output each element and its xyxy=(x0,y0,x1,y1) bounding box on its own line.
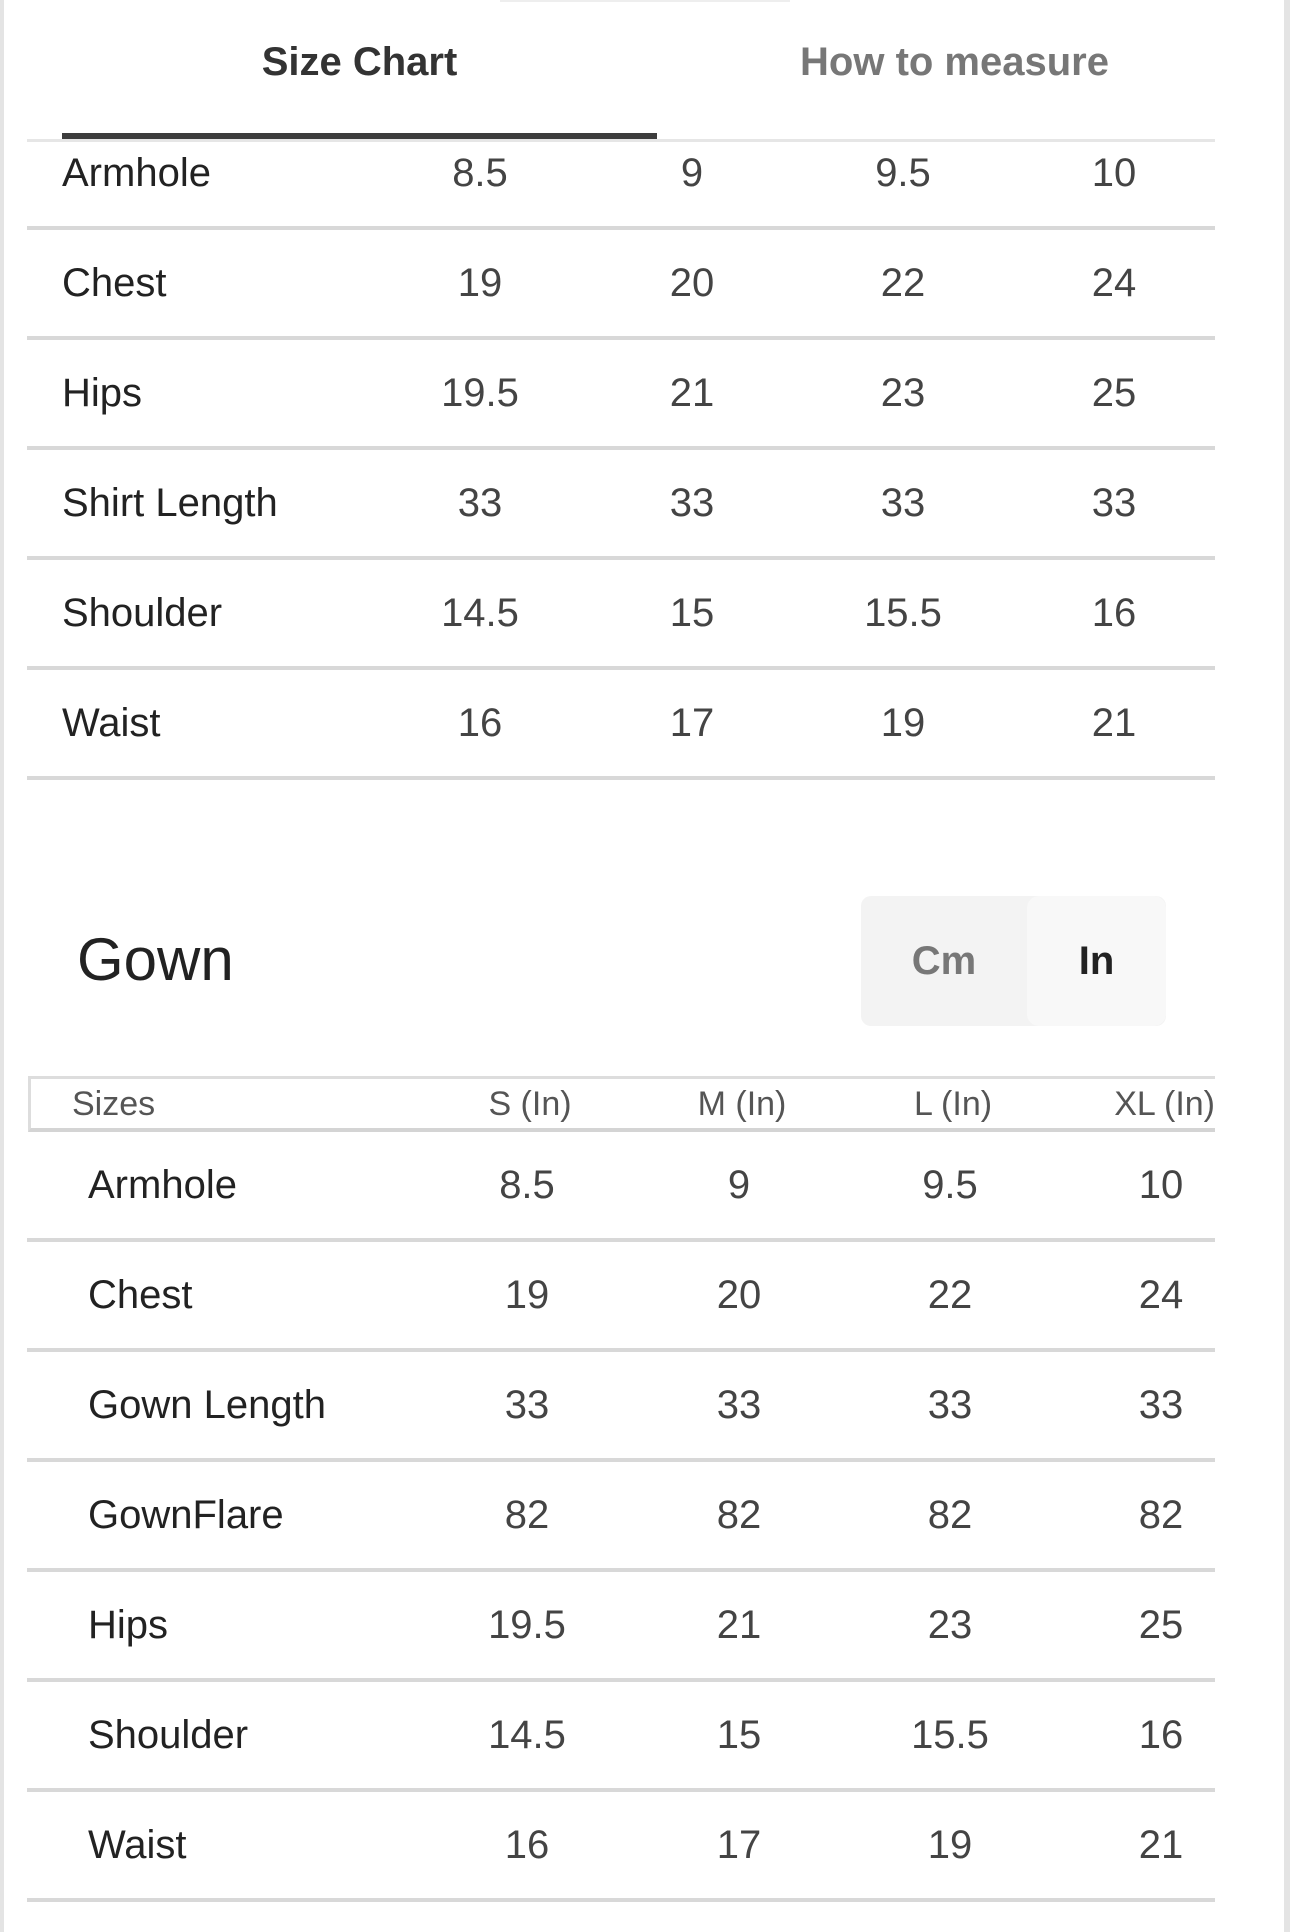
cell-value: 20 xyxy=(716,1273,762,1317)
cell-value: 15 xyxy=(716,1713,762,1757)
cell-value: 33 xyxy=(504,1383,550,1427)
header-l: L (In) xyxy=(913,1085,993,1123)
cell-value: 10 xyxy=(1091,151,1137,195)
row-label: Waist xyxy=(88,1823,187,1867)
cell-value: 19 xyxy=(927,1823,973,1867)
table-row: Chest 19 20 22 24 xyxy=(27,1242,1215,1352)
cell-value: 23 xyxy=(927,1603,973,1647)
cell-value: 16 xyxy=(1138,1713,1184,1757)
cell-value: 20 xyxy=(669,261,715,305)
cell-value: 19 xyxy=(457,261,503,305)
row-label: Hips xyxy=(88,1603,169,1647)
cell-value: 21 xyxy=(716,1603,762,1647)
cell-value: 9 xyxy=(680,151,704,195)
header-s: S (In) xyxy=(488,1085,572,1123)
cell-value: 19 xyxy=(880,701,926,745)
cell-value: 82 xyxy=(927,1493,973,1537)
cell-value: 8.5 xyxy=(499,1163,555,1207)
cell-value: 24 xyxy=(1138,1273,1184,1317)
cell-value: 19 xyxy=(504,1273,550,1317)
row-label: Shoulder xyxy=(88,1713,249,1757)
cell-value: 14.5 xyxy=(488,1713,566,1757)
cell-value: 21 xyxy=(669,371,715,415)
cell-value: 25 xyxy=(1138,1603,1184,1647)
row-label: Waist xyxy=(62,701,161,745)
cell-value: 14.5 xyxy=(441,591,519,635)
row-label: Armhole xyxy=(62,151,211,195)
unit-in-button[interactable]: In xyxy=(1027,896,1166,1026)
cell-value: 33 xyxy=(716,1383,762,1427)
table-row: Hips 19.5 21 23 25 xyxy=(27,340,1215,450)
active-tab-indicator xyxy=(62,133,657,139)
table-row: Shoulder 14.5 15 15.5 16 xyxy=(27,560,1215,670)
cell-value: 33 xyxy=(880,481,926,525)
header-xl: XL (In) xyxy=(1114,1085,1215,1123)
cell-value: 33 xyxy=(927,1383,973,1427)
sheet-handle xyxy=(500,0,790,2)
row-label: Shoulder xyxy=(62,591,223,635)
cell-value: 9.5 xyxy=(875,151,931,195)
tab-how-to-measure[interactable]: How to measure xyxy=(800,40,1109,84)
cell-value: 15.5 xyxy=(911,1713,989,1757)
cell-value: 15 xyxy=(669,591,715,635)
cell-value: 9.5 xyxy=(922,1163,978,1207)
table-row: Chest 19 20 22 24 xyxy=(27,230,1215,340)
cell-value: 16 xyxy=(504,1823,550,1867)
header-m: M (In) xyxy=(697,1085,787,1123)
cell-value: 33 xyxy=(1138,1383,1184,1427)
cell-value: 9 xyxy=(727,1163,751,1207)
row-label: Hips xyxy=(62,371,143,415)
row-label: GownFlare xyxy=(88,1493,284,1537)
cell-value: 15.5 xyxy=(864,591,942,635)
right-edge xyxy=(1284,0,1290,1932)
cell-value: 33 xyxy=(669,481,715,525)
row-label: Chest xyxy=(62,261,167,305)
cell-value: 16 xyxy=(1091,591,1137,635)
cell-value: 17 xyxy=(716,1823,762,1867)
cell-value: 8.5 xyxy=(452,151,508,195)
cell-value: 22 xyxy=(880,261,926,305)
cell-value: 21 xyxy=(1091,701,1137,745)
cell-value: 22 xyxy=(927,1273,973,1317)
row-label: Chest xyxy=(88,1273,193,1317)
unit-cm-button[interactable]: Cm xyxy=(911,939,977,983)
cell-value: 21 xyxy=(1138,1823,1184,1867)
row-label: Gown Length xyxy=(88,1383,326,1427)
table-row: Armhole 8.5 9 9.5 10 xyxy=(27,1132,1215,1242)
table-row: Shirt Length 33 33 33 33 xyxy=(27,450,1215,560)
table-row: GownFlare 82 82 82 82 xyxy=(27,1462,1215,1572)
cell-value: 82 xyxy=(716,1493,762,1537)
cell-value: 82 xyxy=(1138,1493,1184,1537)
table-row: Armhole 8.5 9 9.5 10 xyxy=(27,120,1215,230)
section-title: Gown xyxy=(77,926,234,993)
tab-divider xyxy=(27,139,1215,142)
cell-value: 16 xyxy=(457,701,503,745)
cell-value: 24 xyxy=(1091,261,1137,305)
header-sizes: Sizes xyxy=(72,1085,156,1123)
cell-value: 33 xyxy=(1091,481,1137,525)
cell-value: 33 xyxy=(457,481,503,525)
cell-value: 19.5 xyxy=(488,1603,566,1647)
cell-value: 25 xyxy=(1091,371,1137,415)
table-header: Sizes S (In) M (In) L (In) XL (In) xyxy=(28,1076,1215,1132)
table-row: Gown Length 33 33 33 33 xyxy=(27,1352,1215,1462)
table-row: Hips 19.5 21 23 25 xyxy=(27,1572,1215,1682)
table-row: Waist 16 17 19 21 xyxy=(27,670,1215,780)
tab-size-chart[interactable]: Size Chart xyxy=(261,40,458,84)
cell-value: 10 xyxy=(1138,1163,1184,1207)
row-label: Shirt Length xyxy=(62,481,278,525)
cell-value: 19.5 xyxy=(441,371,519,415)
table-row: Waist 16 17 19 21 xyxy=(27,1792,1215,1902)
left-edge xyxy=(0,0,4,1932)
cell-value: 23 xyxy=(880,371,926,415)
cell-value: 17 xyxy=(669,701,715,745)
unit-toggle: Cm In xyxy=(861,896,1166,1026)
row-label: Armhole xyxy=(88,1163,237,1207)
table-row: Shoulder 14.5 15 15.5 16 xyxy=(27,1682,1215,1792)
cell-value: 82 xyxy=(504,1493,550,1537)
